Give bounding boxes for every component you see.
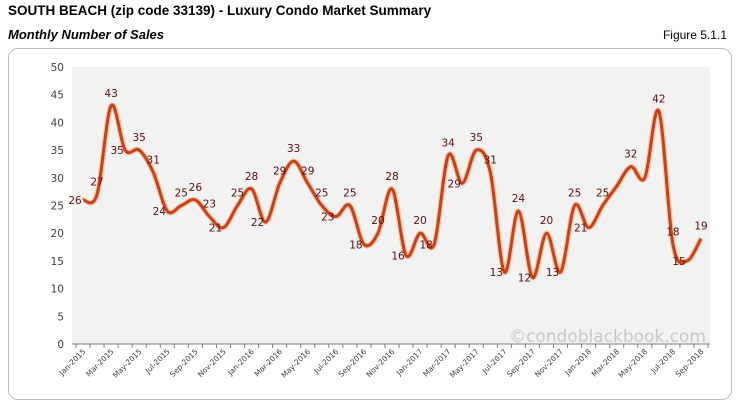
y-axis: 0 5 10 15 20 25 30 35 40 45 50 <box>51 62 64 351</box>
x-tick-label: Sep-2017 <box>505 347 537 379</box>
data-label: 25 <box>343 188 356 200</box>
x-tick-label: Sep-2015 <box>168 347 200 379</box>
x-tick-label: Jul-2016 <box>311 347 340 376</box>
data-label: 22 <box>251 217 264 229</box>
y-tick-label: 10 <box>51 284 64 296</box>
data-label: 32 <box>624 149 637 161</box>
plot-area <box>72 67 710 344</box>
figure-number: Figure 5.1.1 <box>662 28 727 42</box>
data-label: 42 <box>652 93 665 105</box>
data-label: 24 <box>153 206 167 218</box>
x-tick-label: Sep-2018 <box>674 347 706 379</box>
data-label: 20 <box>371 215 384 227</box>
y-tick-label: 30 <box>51 173 64 185</box>
y-tick-label: 50 <box>51 62 64 74</box>
data-label: 28 <box>385 171 398 183</box>
data-label: 43 <box>104 88 117 100</box>
x-tick-label: May-2017 <box>448 347 481 380</box>
data-label: 15 <box>672 256 685 268</box>
data-label: 20 <box>413 215 426 227</box>
data-label: 18 <box>419 239 432 251</box>
x-tick-label: Jul-2018 <box>648 347 677 376</box>
data-label: 18 <box>666 226 679 238</box>
data-label: 25 <box>175 188 188 200</box>
y-tick-label: 15 <box>51 256 64 268</box>
y-tick-label: 20 <box>51 228 64 240</box>
data-label: 18 <box>349 239 362 251</box>
data-label: 33 <box>287 143 300 155</box>
y-tick-label: 0 <box>57 339 64 351</box>
chart-frame <box>8 48 732 400</box>
data-label: 19 <box>694 221 707 233</box>
data-label: 29 <box>448 178 461 190</box>
data-label: 29 <box>301 165 314 177</box>
x-tick-label: Jan-2016 <box>225 347 256 378</box>
y-tick-label: 25 <box>51 201 64 213</box>
data-label: 20 <box>540 215 553 227</box>
x-tick-label: Jan-2015 <box>57 347 88 378</box>
data-label: 21 <box>209 223 222 235</box>
x-tick-label: Nov-2016 <box>364 347 396 379</box>
data-label: 13 <box>546 267 559 279</box>
x-tick-label: Nov-2017 <box>533 347 565 379</box>
data-label: 25 <box>596 188 609 200</box>
data-label: 27 <box>90 176 103 188</box>
data-label: 23 <box>203 199 216 211</box>
x-tick-label: May-2015 <box>111 347 144 380</box>
data-label: 25 <box>568 188 581 200</box>
data-label: 35 <box>110 145 123 157</box>
report-title: SOUTH BEACH (zip code 33139) - Luxury Co… <box>8 3 432 18</box>
watermark: ©condoblackbook.com <box>509 327 706 347</box>
series-line-group <box>82 102 704 281</box>
data-label: 25 <box>231 188 244 200</box>
data-label: 26 <box>189 182 203 194</box>
data-label: 29 <box>273 165 286 177</box>
data-label: 21 <box>574 223 587 235</box>
x-tick-label: Jan-2018 <box>562 347 593 378</box>
chart-subtitle: Monthly Number of Sales <box>8 27 165 42</box>
data-label: 31 <box>484 154 497 166</box>
x-tick-label: Jul-2015 <box>143 347 172 376</box>
data-label: 23 <box>321 212 334 224</box>
x-tick-label: May-2018 <box>617 347 650 380</box>
data-label: 31 <box>147 154 160 166</box>
y-tick-label: 40 <box>51 117 64 129</box>
data-label: 34 <box>441 138 455 150</box>
y-tick-label: 45 <box>51 90 64 102</box>
data-label: 16 <box>391 250 405 262</box>
x-tick-label: Jan-2017 <box>394 347 425 378</box>
x-tick-label: Sep-2016 <box>337 347 369 379</box>
data-label: 35 <box>470 132 483 144</box>
data-label: 26 <box>68 195 82 207</box>
x-tick-label: Nov-2015 <box>196 347 228 379</box>
data-label: 13 <box>490 267 503 279</box>
data-label: 35 <box>132 132 145 144</box>
x-tick-label: May-2016 <box>279 347 312 380</box>
y-tick-label: 5 <box>57 311 64 323</box>
x-tick-label: Jul-2017 <box>480 347 509 376</box>
data-label: 24 <box>512 193 526 205</box>
data-label: 25 <box>315 188 328 200</box>
data-label: 28 <box>245 171 258 183</box>
data-label: 12 <box>518 273 531 285</box>
y-tick-label: 35 <box>51 145 64 157</box>
